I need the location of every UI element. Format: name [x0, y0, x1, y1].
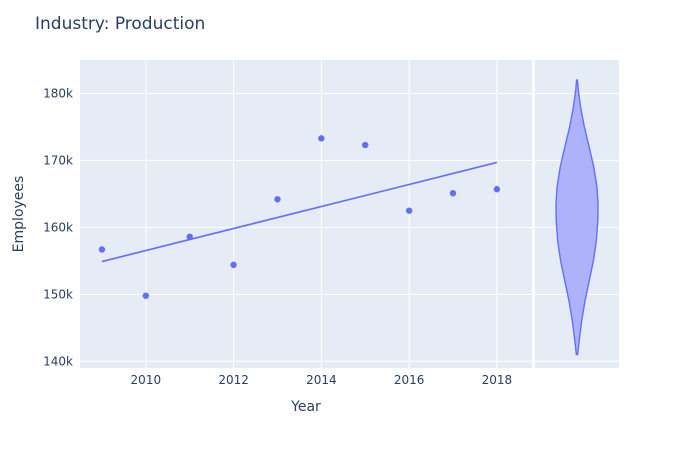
data-point[interactable]	[98, 246, 106, 253]
x-tick-label: 2012	[218, 373, 249, 387]
trendline	[101, 161, 498, 263]
scatter-plot-area	[80, 60, 532, 368]
data-point[interactable]	[142, 292, 150, 299]
x-tick-label: 2016	[394, 373, 425, 387]
x-gridlines	[145, 60, 498, 368]
chart-title: Industry: Production	[35, 14, 205, 34]
y-tick-labels: 140k 150k 160k 170k 180k	[43, 86, 73, 368]
y-tick-label: 180k	[43, 86, 73, 100]
data-points	[98, 135, 501, 299]
violin-layer	[555, 79, 599, 356]
y-gridlines	[80, 92, 532, 362]
violin-panel[interactable]	[535, 60, 619, 368]
data-point[interactable]	[318, 135, 325, 142]
x-tick-labels: 2010 2012 2014 2016 2018	[131, 373, 513, 387]
trendline-layer	[101, 161, 498, 263]
data-point[interactable]	[449, 190, 457, 197]
x-axis-title: Year	[290, 399, 321, 415]
y-axis-title: Employees	[11, 176, 27, 253]
violin-shape[interactable]	[555, 79, 599, 356]
data-point[interactable]	[362, 141, 369, 149]
data-point[interactable]	[493, 186, 501, 193]
x-tick-label: 2014	[306, 373, 337, 387]
x-tick-label: 2010	[131, 373, 162, 387]
y-tick-label: 160k	[43, 220, 73, 234]
data-point[interactable]	[186, 233, 193, 240]
y-tick-label: 170k	[43, 153, 73, 167]
scatter-panel[interactable]	[80, 60, 532, 368]
y-tick-label: 140k	[43, 354, 73, 368]
data-point[interactable]	[274, 196, 281, 203]
y-tick-label: 150k	[43, 287, 73, 301]
data-point[interactable]	[230, 261, 237, 269]
x-tick-label: 2018	[482, 373, 513, 387]
data-point[interactable]	[405, 207, 413, 214]
